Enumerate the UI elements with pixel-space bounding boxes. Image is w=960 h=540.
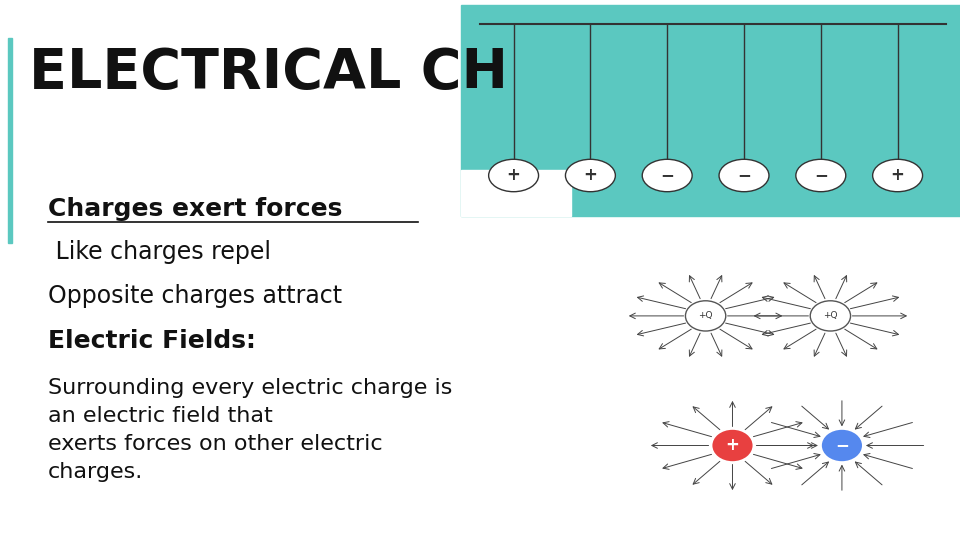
Ellipse shape	[489, 159, 539, 192]
Text: +: +	[507, 166, 520, 185]
Text: Surrounding every electric charge is
an electric field that
exerts forces on oth: Surrounding every electric charge is an …	[48, 378, 452, 482]
Text: Like charges repel: Like charges repel	[48, 240, 271, 264]
Text: +: +	[584, 166, 597, 185]
Ellipse shape	[685, 301, 726, 331]
Text: +: +	[726, 436, 739, 455]
Text: −: −	[835, 436, 849, 455]
Text: +: +	[891, 166, 904, 185]
Ellipse shape	[565, 159, 615, 192]
Bar	[461, 5, 960, 216]
Bar	[8, 38, 12, 243]
Ellipse shape	[711, 429, 754, 462]
Ellipse shape	[873, 159, 923, 192]
Ellipse shape	[719, 159, 769, 192]
Ellipse shape	[821, 429, 863, 462]
Bar	[461, 170, 571, 216]
Text: Charges exert forces: Charges exert forces	[48, 197, 343, 221]
Text: −: −	[660, 166, 674, 185]
Ellipse shape	[796, 159, 846, 192]
Text: Electric Fields:: Electric Fields:	[48, 329, 256, 353]
Ellipse shape	[810, 301, 851, 331]
Text: ELECTRICAL CH: ELECTRICAL CH	[29, 46, 508, 100]
Text: +Q: +Q	[823, 312, 838, 320]
Text: Opposite charges attract: Opposite charges attract	[48, 284, 342, 307]
Text: −: −	[814, 166, 828, 185]
Ellipse shape	[642, 159, 692, 192]
Text: +Q: +Q	[698, 312, 713, 320]
Text: −: −	[737, 166, 751, 185]
